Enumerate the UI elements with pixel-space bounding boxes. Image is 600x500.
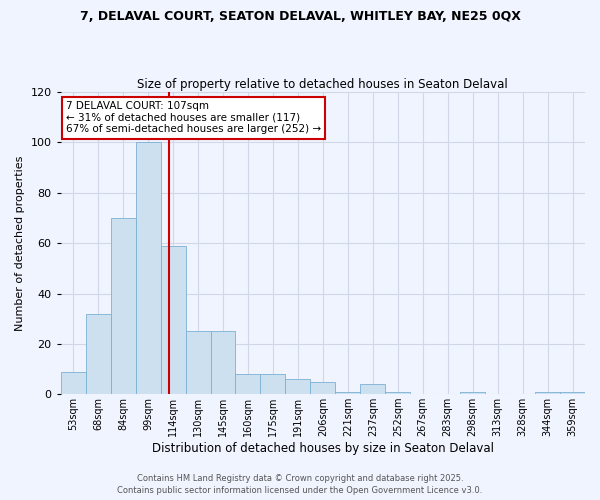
Bar	[335, 392, 361, 394]
Bar	[286, 379, 310, 394]
Title: Size of property relative to detached houses in Seaton Delaval: Size of property relative to detached ho…	[137, 78, 508, 91]
Bar	[136, 142, 161, 394]
Bar	[211, 331, 235, 394]
Bar	[61, 372, 86, 394]
Text: 7 DELAVAL COURT: 107sqm
← 31% of detached houses are smaller (117)
67% of semi-d: 7 DELAVAL COURT: 107sqm ← 31% of detache…	[66, 101, 321, 134]
Bar	[86, 314, 110, 394]
Bar	[535, 392, 560, 394]
X-axis label: Distribution of detached houses by size in Seaton Delaval: Distribution of detached houses by size …	[152, 442, 494, 455]
Bar	[260, 374, 286, 394]
Bar	[361, 384, 385, 394]
Bar	[235, 374, 260, 394]
Bar	[560, 392, 585, 394]
Y-axis label: Number of detached properties: Number of detached properties	[15, 156, 25, 331]
Bar	[161, 246, 185, 394]
Bar	[310, 382, 335, 394]
Bar	[460, 392, 485, 394]
Text: 7, DELAVAL COURT, SEATON DELAVAL, WHITLEY BAY, NE25 0QX: 7, DELAVAL COURT, SEATON DELAVAL, WHITLE…	[80, 10, 520, 23]
Text: Contains HM Land Registry data © Crown copyright and database right 2025.
Contai: Contains HM Land Registry data © Crown c…	[118, 474, 482, 495]
Bar	[385, 392, 410, 394]
Bar	[110, 218, 136, 394]
Bar	[185, 331, 211, 394]
